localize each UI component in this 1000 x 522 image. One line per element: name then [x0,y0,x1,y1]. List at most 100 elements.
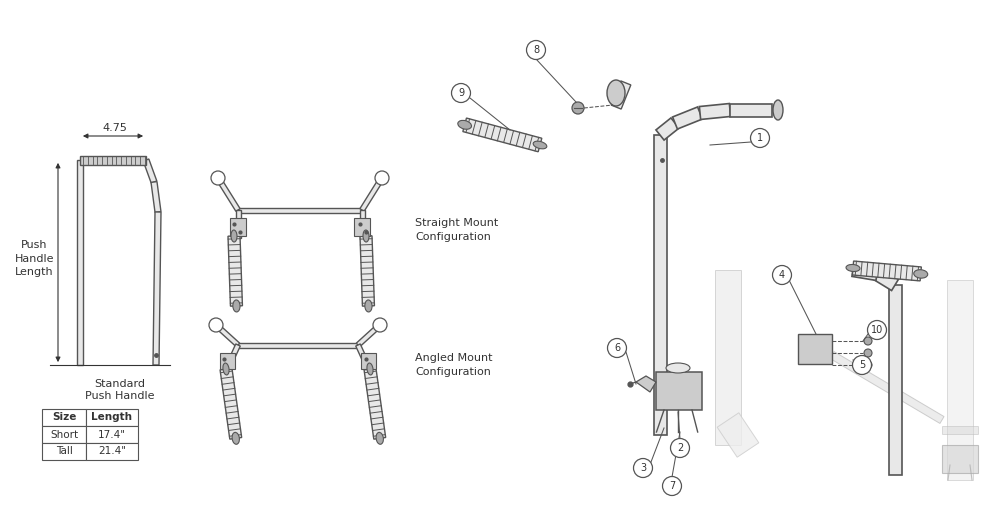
Circle shape [868,321,887,339]
Polygon shape [153,212,161,365]
Ellipse shape [365,300,372,312]
Circle shape [209,318,223,332]
Polygon shape [228,236,242,306]
FancyBboxPatch shape [942,445,978,473]
FancyBboxPatch shape [354,218,370,236]
Text: 1: 1 [757,133,763,143]
Ellipse shape [458,121,472,129]
Ellipse shape [864,361,872,369]
FancyBboxPatch shape [42,426,86,443]
FancyBboxPatch shape [220,353,235,369]
FancyBboxPatch shape [230,218,246,236]
Polygon shape [717,413,759,457]
Polygon shape [360,236,374,306]
FancyBboxPatch shape [798,334,832,364]
Text: Standard
Push Handle: Standard Push Handle [85,379,155,400]
Text: 4.75: 4.75 [103,123,127,133]
Text: 9: 9 [458,88,464,98]
Text: 6: 6 [614,343,620,353]
Circle shape [526,41,546,60]
Polygon shape [364,368,386,439]
Polygon shape [360,176,384,211]
Text: 7: 7 [669,481,675,491]
Text: 3: 3 [640,463,646,473]
Text: 21.4": 21.4" [98,446,126,457]
Polygon shape [673,107,702,129]
Text: 10: 10 [871,325,883,335]
Ellipse shape [231,230,237,242]
Polygon shape [214,323,240,347]
Ellipse shape [223,363,229,375]
Polygon shape [730,103,772,116]
Ellipse shape [232,432,239,444]
FancyBboxPatch shape [361,353,376,369]
Polygon shape [699,103,731,120]
Polygon shape [852,264,878,280]
Polygon shape [238,342,358,348]
Text: Angled Mount
Configuration: Angled Mount Configuration [415,353,492,376]
Ellipse shape [367,363,373,375]
Circle shape [373,318,387,332]
Polygon shape [889,285,902,475]
Text: Straight Mount
Configuration: Straight Mount Configuration [415,218,498,242]
Text: Push
Handle
Length: Push Handle Length [14,240,54,277]
Circle shape [662,477,682,495]
Polygon shape [830,351,944,423]
FancyBboxPatch shape [42,409,86,426]
Circle shape [452,84,471,102]
Polygon shape [715,270,741,445]
Text: Short: Short [50,430,78,440]
Circle shape [750,128,770,148]
Text: 17.4": 17.4" [98,430,126,440]
Polygon shape [947,280,973,480]
Polygon shape [636,376,656,392]
Text: 8: 8 [533,45,539,55]
Polygon shape [143,159,157,183]
Circle shape [772,266,792,284]
Ellipse shape [607,80,625,106]
Polygon shape [356,344,370,368]
FancyBboxPatch shape [656,372,702,410]
Text: Length: Length [92,412,132,422]
Circle shape [375,171,389,185]
FancyBboxPatch shape [86,443,138,460]
Ellipse shape [376,432,383,444]
Polygon shape [220,368,242,439]
Polygon shape [874,268,898,291]
Polygon shape [226,344,240,368]
Polygon shape [852,261,921,281]
Polygon shape [238,208,362,212]
FancyBboxPatch shape [86,426,138,443]
Polygon shape [360,210,364,238]
Polygon shape [656,118,679,140]
Circle shape [852,355,872,374]
Ellipse shape [533,141,547,149]
Ellipse shape [864,349,872,357]
Text: 5: 5 [859,360,865,370]
FancyBboxPatch shape [86,409,138,426]
Polygon shape [463,118,542,152]
Polygon shape [216,176,240,211]
Polygon shape [80,156,146,164]
Ellipse shape [864,337,872,345]
Ellipse shape [666,363,690,373]
Text: 2: 2 [677,443,683,453]
Polygon shape [611,81,631,109]
Circle shape [211,171,225,185]
Circle shape [634,458,652,478]
FancyBboxPatch shape [42,443,86,460]
Ellipse shape [773,100,783,120]
Ellipse shape [914,270,928,278]
Circle shape [670,438,690,457]
Ellipse shape [233,300,240,312]
Ellipse shape [846,265,860,271]
Polygon shape [654,135,666,435]
Polygon shape [77,160,83,365]
Text: Tall: Tall [56,446,72,457]
Polygon shape [236,210,240,238]
Circle shape [608,338,626,358]
Polygon shape [151,182,161,212]
Ellipse shape [572,102,584,114]
Polygon shape [356,323,382,347]
Text: Size: Size [52,412,76,422]
